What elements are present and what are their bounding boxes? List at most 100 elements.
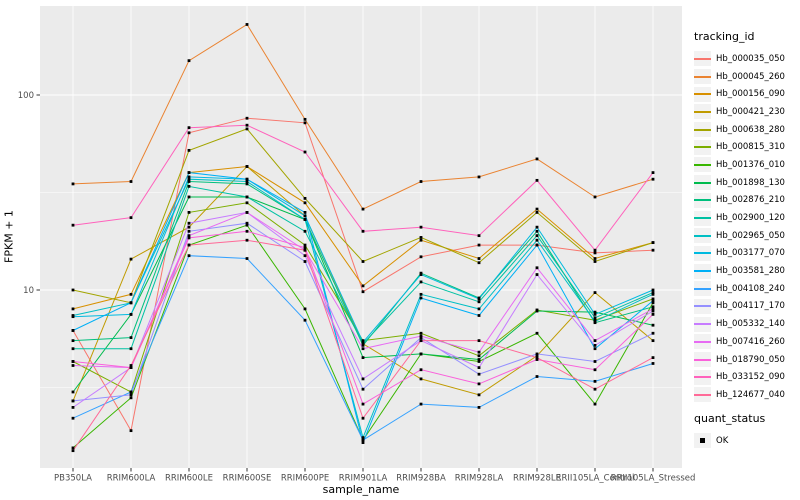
data-point [245, 165, 249, 168]
data-point [593, 248, 597, 252]
data-point [651, 177, 655, 181]
data-point [593, 251, 597, 255]
data-point [71, 347, 75, 351]
data-point [129, 366, 133, 369]
data-point [245, 229, 249, 233]
data-point [187, 171, 191, 174]
data-point [651, 362, 655, 365]
data-point [303, 260, 307, 263]
data-point [303, 254, 307, 258]
quant-status-legend-item: OK [694, 432, 800, 450]
data-point [187, 148, 191, 152]
data-point [245, 116, 249, 120]
data-point [651, 356, 655, 360]
data-point [129, 336, 133, 340]
data-point [593, 347, 597, 351]
data-point [71, 223, 75, 227]
data-point [361, 438, 365, 442]
data-point [419, 336, 423, 340]
data-point [419, 273, 423, 276]
legend-item-label: Hb_001898_130 [716, 177, 785, 188]
data-point [477, 372, 481, 376]
data-point [477, 314, 481, 317]
legend-item: Hb_124677_040 [694, 386, 800, 404]
legend-item: Hb_001376_010 [694, 156, 800, 174]
data-point [535, 234, 539, 238]
data-point [477, 360, 481, 363]
legend-line-swatch [694, 86, 711, 102]
data-point [419, 280, 423, 284]
legend-item-label: Hb_004108_240 [716, 283, 785, 294]
tracking-id-legend-items: Hb_000035_050 Hb_000045_260 Hb_000156_090 H… [694, 50, 800, 404]
quant-status-ok-label: OK [716, 435, 729, 446]
legend-line-swatch [694, 334, 711, 350]
data-point [535, 229, 539, 233]
data-point [187, 211, 191, 214]
legend-line-swatch [694, 245, 711, 261]
data-point [651, 291, 655, 294]
data-point [419, 225, 423, 229]
legend-item: Hb_002900_120 [694, 209, 800, 227]
data-point [651, 309, 655, 313]
data-point [71, 399, 75, 403]
legend-item-label: Hb_000156_090 [716, 89, 785, 100]
data-point [535, 207, 539, 211]
data-point [71, 182, 75, 186]
x-tick-label: RRIM600PE [281, 474, 329, 484]
data-point [593, 368, 597, 372]
data-point [535, 309, 539, 313]
data-point [245, 201, 249, 205]
x-axis-title: sample_name [322, 483, 400, 496]
data-point [419, 296, 423, 300]
data-point [129, 312, 133, 316]
legend-item-label: Hb_002900_120 [716, 213, 785, 224]
legend-item: Hb_002876_210 [694, 192, 800, 210]
legend-item-label: Hb_003581_280 [716, 266, 785, 277]
data-point [129, 216, 133, 220]
data-point [651, 292, 655, 296]
data-point [187, 254, 191, 258]
data-point [71, 307, 75, 311]
data-point [651, 339, 655, 343]
data-point [361, 356, 365, 360]
data-point [535, 243, 539, 247]
data-point [187, 59, 191, 63]
data-point [535, 331, 539, 335]
data-point [361, 229, 365, 233]
data-point [361, 387, 365, 391]
data-point [303, 229, 307, 233]
x-tick-label: PB350LA [54, 474, 92, 484]
data-point [477, 300, 481, 304]
data-point [593, 343, 597, 347]
legend-item: Hb_005332_140 [694, 315, 800, 333]
legend-panel: tracking_id Hb_000035_050 Hb_000045_260 Hb… [694, 30, 800, 449]
data-point [129, 429, 133, 433]
y-axis-title: FPKM + 1 [2, 210, 16, 263]
legend-item-label: Hb_000045_260 [716, 71, 785, 82]
data-point [129, 393, 133, 397]
data-point [477, 350, 481, 354]
data-point [303, 211, 307, 214]
data-point [535, 354, 539, 358]
data-point [477, 354, 481, 358]
legend-line-swatch [694, 122, 711, 138]
legend-line-swatch [694, 352, 711, 368]
x-tick-label: RRII105LA_Control [556, 474, 635, 484]
y-tick-label: 10 [23, 286, 34, 296]
data-point [419, 334, 423, 338]
data-point [71, 339, 75, 343]
data-point [651, 248, 655, 252]
legend-line-swatch [694, 175, 711, 191]
data-point [361, 340, 365, 344]
data-point [71, 288, 75, 292]
data-point [593, 360, 597, 363]
data-point [419, 352, 423, 356]
data-point [303, 150, 307, 154]
legend-line-swatch [694, 281, 711, 297]
x-tick-label: RRII105LA_Stressed [611, 474, 696, 484]
legend-line-swatch [694, 298, 711, 314]
data-point [187, 195, 191, 199]
data-point [477, 243, 481, 247]
data-point [303, 246, 307, 249]
data-point [245, 195, 249, 199]
